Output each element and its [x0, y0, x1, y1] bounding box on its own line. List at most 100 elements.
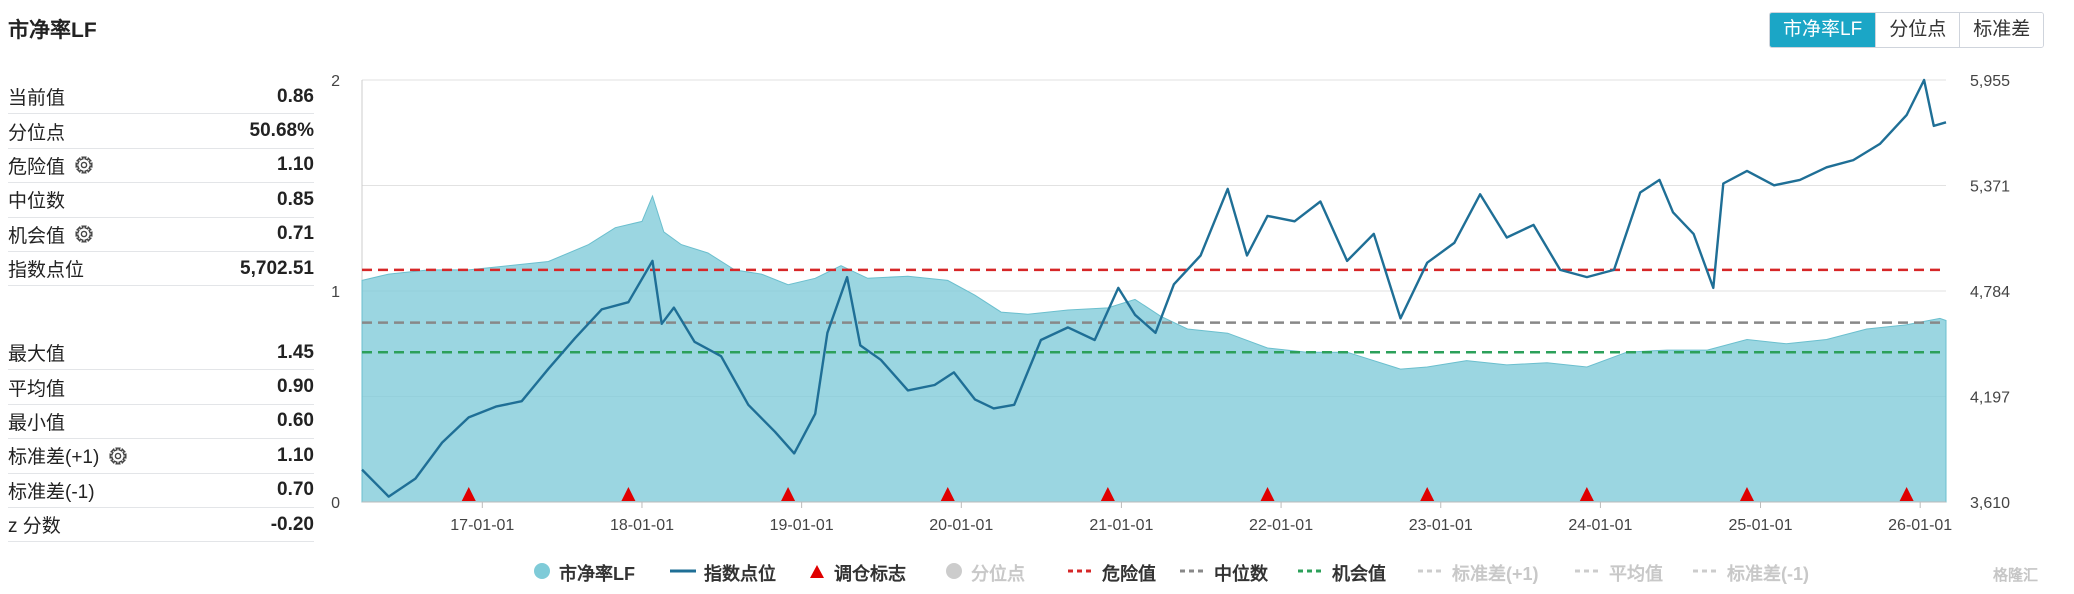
x-tick-label: 18-01-01: [610, 517, 674, 534]
legend-dash-icon: [1575, 562, 1601, 585]
gear-icon[interactable]: [75, 225, 93, 243]
stat-row: 当前值 0.86: [8, 80, 314, 115]
legend-item[interactable]: 调仓标志: [808, 558, 906, 588]
stats-panel-top: 当前值 0.86 分位点 50.68% 危险值 1.10 中位数 0.85 机会值 0.71 指数点…: [8, 80, 314, 287]
stat-value: 0.85: [277, 188, 314, 210]
series-line-index: [361, 78, 1947, 498]
stat-label: 中位数: [8, 186, 65, 213]
rebalance-marker: [1579, 487, 1594, 501]
stat-label-text: z 分数: [8, 516, 61, 538]
stat-value: 1.10: [277, 444, 314, 466]
legend-label: 指数点位: [704, 564, 776, 584]
tab-pb-lf[interactable]: 市净率LF: [1770, 13, 1876, 47]
stat-label: 分位点: [8, 118, 65, 145]
stat-row: z 分数 -0.20: [8, 508, 314, 543]
legend-label: 市净率LF: [559, 564, 635, 584]
tab-std-dev[interactable]: 标准差: [1959, 13, 2044, 47]
legend-dash-icon: [1298, 562, 1324, 585]
chart-legend: 市净率LF 指数点位 调仓标志 分位点 危险值 中位数 机会值 标准差(+1) 平均值 标准差(-…: [0, 558, 2074, 588]
y-left-tick-label: 1: [331, 284, 340, 301]
legend-item[interactable]: 机会值: [1298, 558, 1386, 588]
legend-line-icon: [670, 562, 696, 585]
legend-item[interactable]: 平均值: [1575, 558, 1663, 588]
stat-label: 危险值: [8, 152, 93, 179]
stat-label-text: 最大值: [8, 344, 66, 366]
stat-label-text: 平均值: [8, 378, 66, 400]
legend-label: 中位数: [1214, 564, 1268, 584]
stat-label: 标准差(-1): [8, 477, 95, 504]
stat-label: 最大值: [8, 339, 65, 366]
x-tick-label: 24-01-01: [1568, 517, 1632, 534]
x-tick-label: 25-01-01: [1728, 517, 1792, 534]
stat-value: 0.60: [277, 410, 314, 432]
legend-item[interactable]: 指数点位: [670, 558, 776, 588]
legend-label: 标准差(-1): [1727, 564, 1809, 584]
legend-item[interactable]: 分位点: [945, 558, 1025, 588]
stat-label: z 分数: [8, 511, 61, 538]
stat-value: 1.10: [277, 154, 314, 176]
stat-label: 标准差(+1): [8, 442, 127, 469]
stat-value: 5,702.51: [240, 257, 314, 279]
stat-label-text: 机会值: [8, 225, 66, 247]
legend-dash-icon: [1418, 562, 1444, 585]
stat-row: 平均值 0.90: [8, 370, 314, 405]
legend-circle-icon: [533, 562, 551, 585]
rebalance-marker: [1899, 487, 1914, 501]
rebalance-marker: [461, 487, 476, 501]
x-tick-label: 17-01-01: [450, 517, 514, 534]
stat-row: 最大值 1.45: [8, 336, 314, 371]
legend-label: 危险值: [1102, 564, 1156, 584]
legend-dash-icon: [1180, 562, 1206, 585]
legend-dash-icon: [1693, 562, 1719, 585]
stat-value: 0.70: [277, 479, 314, 501]
x-tick-label: 20-01-01: [929, 517, 993, 534]
y-left-tick-label: 0: [331, 495, 340, 512]
legend-label: 分位点: [971, 564, 1025, 584]
stat-value: 0.90: [277, 376, 314, 398]
stat-label: 指数点位: [8, 255, 84, 282]
gear-icon[interactable]: [75, 156, 93, 174]
x-tick-label: 19-01-01: [770, 517, 834, 534]
legend-dash-icon: [1068, 562, 1094, 585]
rebalance-marker: [1100, 487, 1115, 501]
rebalance-marker: [781, 487, 796, 501]
y-right-tick-label: 4,784: [1970, 284, 2010, 301]
stat-label-text: 分位点: [8, 122, 66, 144]
stat-label: 平均值: [8, 374, 65, 401]
y-right-tick-label: 4,197: [1970, 390, 2010, 407]
view-tabs: 市净率LF 分位点 标准差: [1769, 12, 2045, 48]
stat-row: 标准差(-1) 0.70: [8, 474, 314, 508]
stats-panel-bottom: 最大值 1.45 平均值 0.90 最小值 0.60 标准差(+1) 1.10 标准差(-1) 0…: [8, 336, 314, 543]
x-tick-label: 21-01-01: [1089, 517, 1153, 534]
legend-item[interactable]: 中位数: [1180, 558, 1268, 588]
watermark: 格隆汇: [1993, 567, 2039, 584]
rebalance-marker: [621, 487, 636, 501]
stat-label: 当前值: [8, 83, 65, 110]
tab-percentile[interactable]: 分位点: [1875, 13, 1960, 47]
rebalance-marker: [1739, 487, 1754, 501]
series-area-pb: [361, 194, 1947, 503]
stat-label-text: 最小值: [8, 412, 66, 434]
stat-row: 中位数 0.85: [8, 183, 314, 218]
x-tick-label: 23-01-01: [1409, 517, 1473, 534]
stat-label: 机会值: [8, 221, 93, 248]
page-title: 市净率LF: [8, 19, 97, 42]
stat-row: 机会值 0.71: [8, 218, 314, 252]
stat-row: 指数点位 5,702.51: [8, 252, 314, 287]
stat-label-text: 当前值: [8, 88, 66, 110]
legend-item[interactable]: 标准差(+1): [1418, 558, 1539, 588]
legend-item[interactable]: 标准差(-1): [1693, 558, 1809, 588]
gear-icon[interactable]: [109, 447, 127, 465]
stat-row: 分位点 50.68%: [8, 114, 314, 149]
legend-label: 调仓标志: [834, 564, 906, 584]
legend-item[interactable]: 危险值: [1068, 558, 1156, 588]
stat-label-text: 指数点位: [8, 260, 85, 282]
stat-label-text: 标准差(+1): [8, 447, 100, 469]
stat-value: -0.20: [270, 513, 314, 535]
y-left-tick-label: 2: [331, 73, 340, 90]
legend-triangle-icon: [808, 562, 826, 585]
legend-label: 标准差(+1): [1452, 564, 1539, 584]
legend-item[interactable]: 市净率LF: [533, 558, 635, 588]
rebalance-marker: [1260, 487, 1275, 501]
legend-label: 平均值: [1609, 564, 1663, 584]
